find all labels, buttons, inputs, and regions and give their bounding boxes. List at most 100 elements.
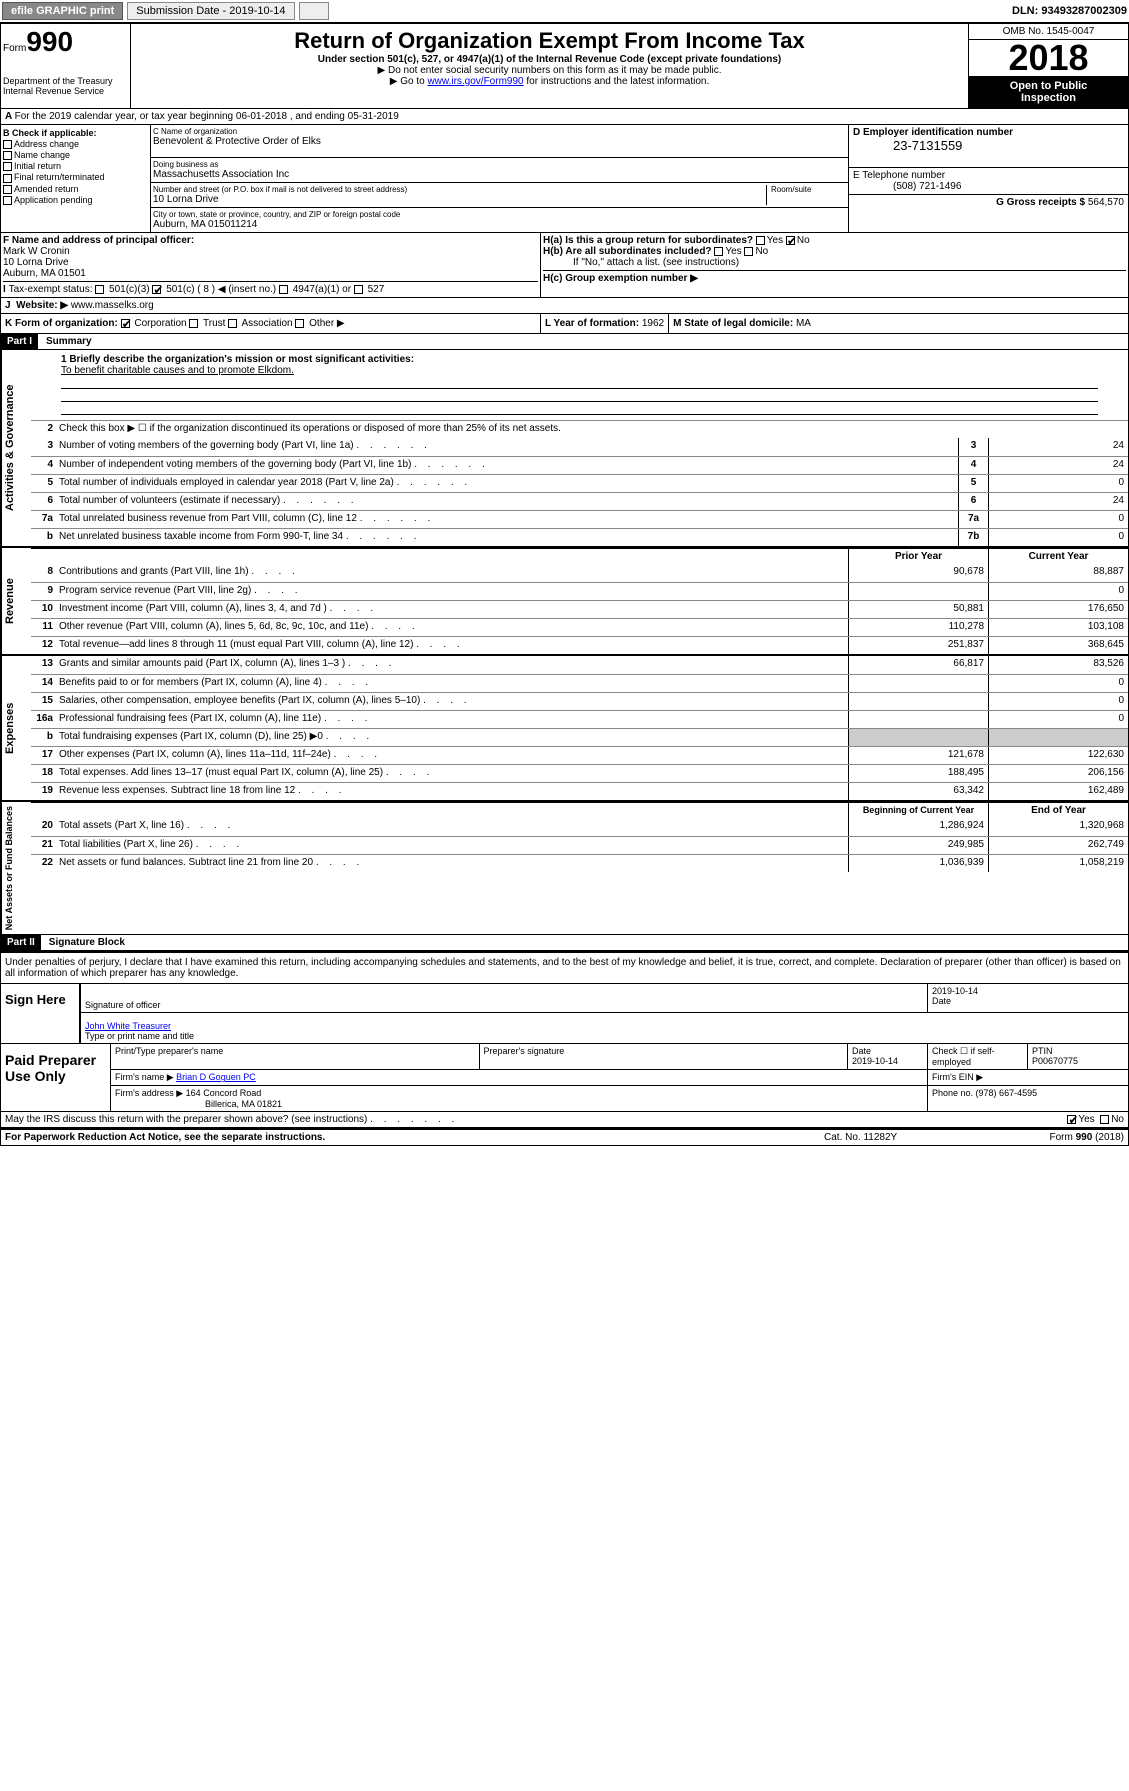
prior-19: 63,342 — [848, 783, 988, 800]
prior-11: 110,278 — [848, 619, 988, 636]
line-10: 10 Investment income (Part VIII, column … — [31, 600, 1128, 618]
prior-12: 251,837 — [848, 637, 988, 654]
top-toolbar: efile GRAPHIC print Submission Date - 20… — [0, 0, 1129, 23]
checkbox-501c[interactable] — [152, 285, 161, 294]
value-3: 24 — [988, 438, 1128, 456]
side-label-revenue: Revenue — [1, 548, 31, 654]
submission-date-button[interactable]: Submission Date - 2019-10-14 — [127, 2, 294, 20]
form-word: Form — [3, 43, 26, 54]
line-15: 15 Salaries, other compensation, employe… — [31, 692, 1128, 710]
prior-9 — [848, 583, 988, 600]
paid-preparer-section: Paid Preparer Use Only Print/Type prepar… — [0, 1044, 1129, 1112]
checkbox-527[interactable] — [354, 285, 363, 294]
checkbox-name-change[interactable] — [3, 151, 12, 160]
line-22: 22 Net assets or fund balances. Subtract… — [31, 854, 1128, 872]
side-label-activities: Activities & Governance — [1, 350, 31, 546]
current-13: 83,526 — [988, 656, 1128, 674]
checkbox-amended[interactable] — [3, 185, 12, 194]
year-formation: 1962 — [642, 318, 664, 329]
officer-addr1: 10 Lorna Drive — [3, 257, 538, 268]
mission-text: To benefit charitable causes and to prom… — [61, 365, 1098, 376]
street-address: 10 Lorna Drive — [153, 194, 766, 205]
line-13: 13 Grants and similar amounts paid (Part… — [31, 656, 1128, 674]
checkbox-application-pending[interactable] — [3, 196, 12, 205]
checkbox-discuss-yes[interactable] — [1067, 1115, 1076, 1124]
checkbox-discuss-no[interactable] — [1100, 1115, 1109, 1124]
checkbox-4947[interactable] — [279, 285, 288, 294]
blank-button[interactable] — [299, 2, 329, 20]
checkbox-trust[interactable] — [189, 319, 198, 328]
value-7a: 0 — [988, 511, 1128, 528]
paid-preparer-label: Paid Preparer Use Only — [1, 1044, 111, 1111]
cat-no: Cat. No. 11282Y — [824, 1132, 984, 1143]
column-c-org-info: C Name of organizationBenevolent & Prote… — [151, 125, 848, 232]
footer-row: For Paperwork Reduction Act Notice, see … — [0, 1128, 1129, 1146]
firm-name-link[interactable]: Brian D Goguen PC — [176, 1072, 256, 1082]
row-j-website: J Website: ▶ www.masselks.org — [0, 298, 1129, 314]
checkbox-address-change[interactable] — [3, 140, 12, 149]
hdr-beginning: Beginning of Current Year — [848, 803, 988, 818]
subtitle-2: ▶ Do not enter social security numbers o… — [135, 65, 964, 76]
part-1-body: Activities & Governance 1 Briefly descri… — [0, 350, 1129, 935]
state-domicile: MA — [796, 318, 811, 329]
value-5: 0 — [988, 475, 1128, 492]
current-9: 0 — [988, 583, 1128, 600]
prior-17: 121,678 — [848, 747, 988, 764]
officer-name-link[interactable]: John White Treasurer — [85, 1021, 171, 1031]
prior-21: 249,985 — [848, 837, 988, 854]
row-k-l-m: K Form of organization: Corporation Trus… — [0, 314, 1129, 334]
tax-year: 2018 — [969, 40, 1128, 76]
current-14: 0 — [988, 675, 1128, 692]
line-12: 12 Total revenue—add lines 8 through 11 … — [31, 636, 1128, 654]
block-b-c-d: B Check if applicable: Address change Na… — [0, 125, 1129, 233]
current-15: 0 — [988, 693, 1128, 710]
form-number: 990 — [26, 26, 73, 57]
line-b: b Net unrelated business taxable income … — [31, 528, 1128, 546]
hdr-end: End of Year — [988, 803, 1128, 818]
firm-phone: (978) 667-4595 — [976, 1088, 1038, 1098]
checkbox-501c3[interactable] — [95, 285, 104, 294]
hdr-current-year: Current Year — [988, 549, 1128, 564]
subtitle-3: ▶ Go to www.irs.gov/Form990 for instruct… — [135, 76, 964, 87]
checkbox-hb-no[interactable] — [744, 247, 753, 256]
line-21: 21 Total liabilities (Part X, line 26) .… — [31, 836, 1128, 854]
value-b: 0 — [988, 529, 1128, 546]
checkbox-ha-no[interactable] — [786, 236, 795, 245]
side-label-expenses: Expenses — [1, 656, 31, 800]
checkbox-other[interactable] — [295, 319, 304, 328]
telephone: (508) 721-1496 — [853, 181, 1124, 192]
current-22: 1,058,219 — [988, 855, 1128, 872]
line-18: 18 Total expenses. Add lines 13–17 (must… — [31, 764, 1128, 782]
prior-18: 188,495 — [848, 765, 988, 782]
row-f-h: F Name and address of principal officer:… — [0, 233, 1129, 298]
checkbox-hb-yes[interactable] — [714, 247, 723, 256]
officer-addr2: Auburn, MA 01501 — [3, 268, 538, 279]
checkbox-initial-return[interactable] — [3, 162, 12, 171]
discuss-row: May the IRS discuss this return with the… — [0, 1112, 1129, 1128]
current-10: 176,650 — [988, 601, 1128, 618]
checkbox-ha-yes[interactable] — [756, 236, 765, 245]
signature-section: Under penalties of perjury, I declare th… — [0, 951, 1129, 1044]
line-8: 8 Contributions and grants (Part VIII, l… — [31, 564, 1128, 582]
checkbox-assoc[interactable] — [228, 319, 237, 328]
current-20: 1,320,968 — [988, 818, 1128, 836]
current-17: 122,630 — [988, 747, 1128, 764]
prior-14 — [848, 675, 988, 692]
line-7a: 7a Total unrelated business revenue from… — [31, 510, 1128, 528]
current-21: 262,749 — [988, 837, 1128, 854]
efile-button[interactable]: efile GRAPHIC print — [2, 2, 123, 20]
current-16a: 0 — [988, 711, 1128, 728]
line-4: 4 Number of independent voting members o… — [31, 456, 1128, 474]
checkbox-final-return[interactable] — [3, 174, 12, 183]
line-17: 17 Other expenses (Part IX, column (A), … — [31, 746, 1128, 764]
line-14: 14 Benefits paid to or for members (Part… — [31, 674, 1128, 692]
firm-address: 164 Concord Road — [186, 1088, 262, 1098]
prior-13: 66,817 — [848, 656, 988, 674]
line-6: 6 Total number of volunteers (estimate i… — [31, 492, 1128, 510]
checkbox-corp[interactable] — [121, 319, 130, 328]
form-title: Return of Organization Exempt From Incom… — [135, 28, 964, 54]
irs-link[interactable]: www.irs.gov/Form990 — [427, 76, 523, 87]
prior-16a — [848, 711, 988, 728]
dept-label: Department of the Treasury Internal Reve… — [3, 76, 128, 96]
form-header: Form990 Department of the Treasury Inter… — [0, 23, 1129, 109]
